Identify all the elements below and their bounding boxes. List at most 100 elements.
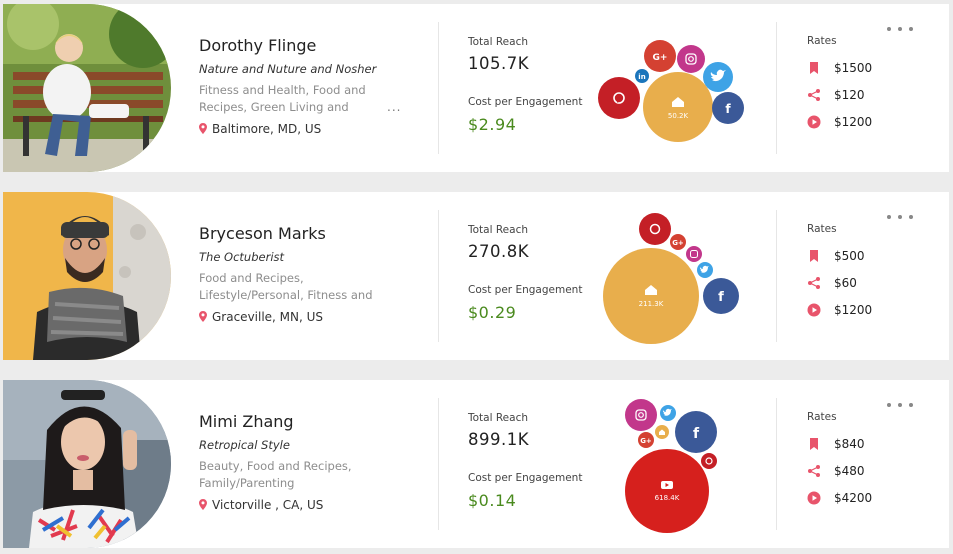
home-icon bbox=[672, 97, 684, 107]
youtube-bubble[interactable]: 618.4K bbox=[625, 449, 709, 533]
divider bbox=[776, 22, 777, 154]
pinterest-icon: p bbox=[616, 95, 621, 103]
twitter-bubble[interactable] bbox=[659, 404, 677, 422]
influencer-categories: Beauty, Food and Recipes, Family/Parenti… bbox=[199, 459, 352, 490]
location-text: Baltimore, MD, US bbox=[212, 122, 322, 136]
cpe-label: Cost per Engagement bbox=[468, 472, 583, 484]
rate-share: $120 bbox=[807, 87, 865, 103]
influencer-name[interactable]: Mimi Zhang bbox=[199, 412, 294, 431]
rate-share: $60 bbox=[807, 275, 857, 291]
rate-post-value: $840 bbox=[834, 437, 865, 451]
linkedin-bubble[interactable]: in bbox=[634, 68, 650, 84]
rate-post: $840 bbox=[807, 436, 865, 452]
social-bubble-chart: G+ 211.3K f bbox=[603, 213, 739, 344]
googleplus-icon: G+ bbox=[653, 53, 668, 63]
rate-video-value: $1200 bbox=[834, 115, 873, 129]
instagram-bubble[interactable] bbox=[625, 399, 657, 431]
twitter-icon bbox=[699, 265, 709, 273]
influencer-location: Graceville, MN, US bbox=[199, 310, 323, 324]
rate-post: $500 bbox=[807, 248, 865, 264]
influencer-location: Baltimore, MD, US bbox=[199, 122, 321, 136]
rate-post-value: $500 bbox=[834, 249, 865, 263]
more-options-icon[interactable] bbox=[887, 212, 913, 222]
rate-share-value: $60 bbox=[834, 276, 857, 290]
profile-photo bbox=[3, 380, 171, 548]
total-reach-value: 270.8K bbox=[468, 242, 530, 261]
more-options-icon[interactable] bbox=[887, 400, 913, 410]
home-bubble-value: 50.2K bbox=[668, 112, 689, 120]
facebook-bubble[interactable]: f bbox=[675, 411, 717, 453]
googleplus-icon: G+ bbox=[672, 239, 684, 247]
influencer-name[interactable]: Dorothy Flinge bbox=[199, 36, 317, 55]
influencer-card[interactable]: Bryceson Marks The Octuberist Food and R… bbox=[3, 192, 949, 360]
facebook-bubble[interactable]: f bbox=[703, 278, 739, 314]
home-bubble[interactable]: 211.3K bbox=[603, 248, 699, 344]
rates-label: Rates bbox=[807, 411, 837, 423]
profile-photo bbox=[3, 192, 171, 360]
share-icon bbox=[808, 277, 820, 289]
facebook-bubble[interactable]: f bbox=[712, 92, 744, 124]
influencer-card[interactable]: Dorothy Flinge Nature and Nuture and Nos… bbox=[3, 4, 949, 172]
influencer-tagline: Retropical Style bbox=[199, 438, 290, 452]
rate-share: $480 bbox=[807, 463, 865, 479]
categories-more-ellipsis[interactable]: ... bbox=[387, 100, 402, 114]
rate-post: $1500 bbox=[807, 60, 872, 76]
location-text: Graceville, MN, US bbox=[212, 310, 324, 324]
home-icon bbox=[645, 285, 657, 295]
pinterest-bubble[interactable] bbox=[639, 213, 671, 245]
googleplus-bubble[interactable]: G+ bbox=[669, 233, 687, 251]
facebook-icon: f bbox=[725, 102, 731, 116]
total-reach-label: Total Reach bbox=[468, 412, 529, 424]
bookmark-icon bbox=[810, 438, 818, 450]
home-bubble[interactable] bbox=[654, 424, 670, 440]
rate-video: $1200 bbox=[807, 114, 872, 130]
pinterest-bubble[interactable] bbox=[700, 452, 718, 470]
influencer-location: Victorville , CA, US bbox=[199, 498, 323, 512]
home-bubble[interactable]: 50.2K bbox=[643, 72, 713, 142]
cpe-value: $0.29 bbox=[468, 303, 517, 322]
share-icon bbox=[808, 89, 820, 101]
influencer-name[interactable]: Bryceson Marks bbox=[199, 224, 326, 243]
cpe-label: Cost per Engagement bbox=[468, 96, 583, 108]
influencer-tagline: The Octuberist bbox=[199, 250, 285, 264]
influencer-categories: Food and Recipes, Lifestyle/Personal, Fi… bbox=[199, 271, 373, 302]
cpe-value: $0.14 bbox=[468, 491, 517, 510]
rate-post-value: $1500 bbox=[834, 61, 873, 75]
cpe-value: $2.94 bbox=[468, 115, 517, 134]
divider bbox=[438, 210, 439, 342]
social-bubble-chart: p in G+ 50.2K f bbox=[598, 40, 744, 142]
divider bbox=[776, 210, 777, 342]
instagram-icon bbox=[690, 250, 698, 258]
total-reach-value: 105.7K bbox=[468, 54, 530, 73]
rate-video: $1200 bbox=[807, 302, 872, 318]
location-pin-icon bbox=[199, 123, 207, 134]
rates-label: Rates bbox=[807, 223, 837, 235]
rate-share-value: $120 bbox=[834, 88, 865, 102]
twitter-icon bbox=[710, 69, 726, 82]
location-pin-icon bbox=[199, 499, 207, 510]
googleplus-bubble[interactable]: G+ bbox=[637, 431, 655, 449]
influencer-card[interactable]: Mimi Zhang Retropical Style Beauty, Food… bbox=[3, 380, 949, 548]
share-icon bbox=[808, 465, 820, 477]
more-options-icon[interactable] bbox=[887, 24, 913, 34]
instagram-bubble[interactable] bbox=[685, 245, 703, 263]
twitter-icon bbox=[662, 408, 672, 416]
rates-label: Rates bbox=[807, 35, 837, 47]
googleplus-icon: G+ bbox=[640, 437, 652, 445]
home-icon bbox=[659, 429, 665, 435]
total-reach-label: Total Reach bbox=[468, 36, 529, 48]
instagram-bubble[interactable] bbox=[677, 45, 705, 73]
play-icon bbox=[807, 115, 821, 129]
facebook-icon: f bbox=[718, 290, 724, 305]
divider bbox=[438, 398, 439, 530]
pinterest-icon bbox=[649, 223, 661, 235]
googleplus-bubble[interactable]: G+ bbox=[644, 40, 676, 72]
twitter-bubble[interactable] bbox=[696, 261, 714, 279]
home-bubble-value: 211.3K bbox=[639, 300, 664, 308]
linkedin-icon: in bbox=[638, 73, 645, 81]
play-icon bbox=[807, 491, 821, 505]
twitter-bubble[interactable] bbox=[703, 62, 733, 92]
total-reach-value: 899.1K bbox=[468, 430, 530, 449]
pinterest-bubble[interactable]: p bbox=[598, 77, 640, 119]
location-pin-icon bbox=[199, 311, 207, 322]
